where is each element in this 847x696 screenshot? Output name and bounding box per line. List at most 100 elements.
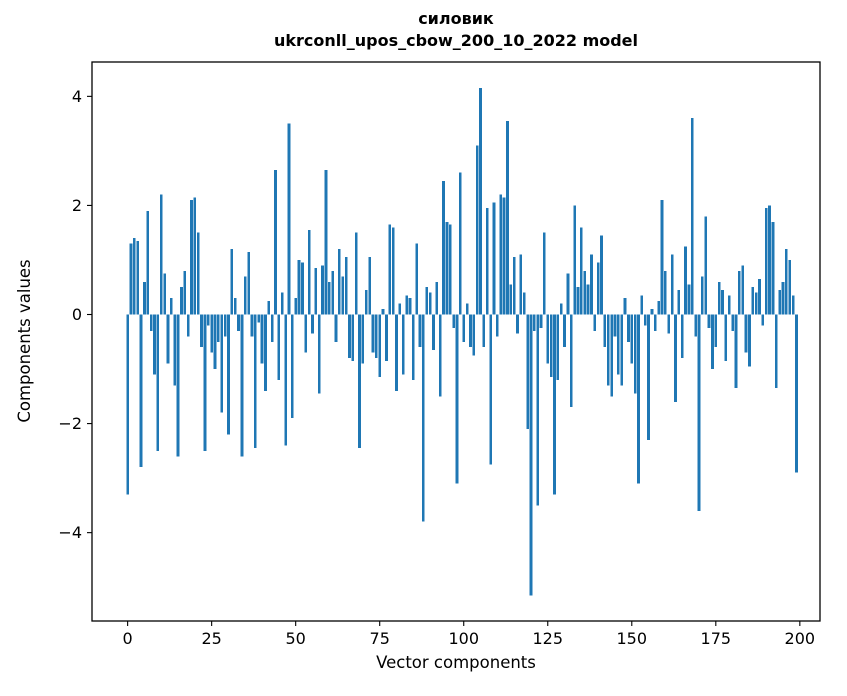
bar [186, 314, 190, 337]
bar [210, 314, 213, 353]
bar [311, 314, 314, 334]
bar [529, 314, 533, 596]
x-tick-label: 150 [617, 629, 648, 648]
bar [354, 232, 358, 315]
bar-series [126, 88, 798, 596]
bar [492, 202, 496, 315]
bar [519, 254, 523, 315]
bar [717, 281, 721, 315]
bar [223, 314, 227, 337]
x-tick-label: 75 [370, 629, 390, 648]
bar [791, 295, 795, 315]
bar [650, 309, 654, 315]
bar [569, 314, 573, 408]
x-tick-label: 175 [701, 629, 732, 648]
bar [549, 314, 553, 378]
bar [270, 314, 274, 342]
bar [388, 224, 392, 315]
bar [785, 249, 788, 315]
bar [714, 314, 718, 348]
bar [264, 314, 267, 391]
bar [768, 205, 771, 315]
bar [576, 287, 580, 315]
bar [680, 314, 684, 359]
bar [485, 208, 489, 315]
bar [637, 314, 640, 484]
bar [405, 295, 408, 315]
bar [657, 300, 661, 315]
bar [415, 243, 419, 315]
bar [459, 172, 462, 315]
bar [627, 314, 630, 342]
bar [385, 314, 388, 361]
bar [418, 314, 422, 348]
bar [257, 314, 261, 323]
bar [795, 314, 798, 473]
bar [593, 314, 597, 331]
bar [159, 194, 163, 315]
x-tick-label: 0 [123, 629, 133, 648]
bar [526, 314, 529, 430]
bar [438, 314, 442, 397]
bar [543, 232, 546, 315]
bar [694, 314, 697, 337]
bar [183, 270, 187, 315]
bar [489, 314, 492, 465]
bar [623, 298, 627, 315]
bar [126, 314, 129, 495]
bar [563, 314, 566, 348]
chart-title: силовик [418, 9, 494, 28]
y-axis-ticks: −4 −2 0 2 4 [58, 87, 92, 542]
bar [230, 249, 234, 315]
bar [583, 270, 587, 315]
bar [590, 254, 593, 315]
bar [250, 314, 254, 337]
bar [670, 254, 674, 315]
bar [149, 314, 153, 331]
bar [280, 292, 284, 315]
bar [180, 287, 183, 315]
bar [697, 314, 701, 511]
axes-frame [91, 61, 821, 622]
bar [237, 314, 240, 331]
bar [553, 314, 556, 495]
x-tick-label: 200 [785, 629, 816, 648]
bar [290, 314, 294, 419]
bar [536, 314, 540, 506]
bar [506, 120, 509, 315]
bar [213, 314, 217, 370]
bar [469, 314, 472, 348]
bar [731, 314, 734, 331]
bar [153, 314, 156, 375]
x-axis-ticks: 0 25 50 75 100 125 150 175 200 [123, 621, 816, 648]
bar [596, 262, 600, 315]
bar [351, 314, 355, 361]
bar [701, 276, 704, 315]
bar [139, 314, 143, 468]
bar [674, 314, 677, 402]
bar [734, 314, 738, 389]
bar [432, 314, 435, 350]
bar [532, 314, 536, 331]
bar [472, 314, 476, 356]
bar [758, 279, 761, 315]
bar [163, 273, 166, 315]
bar [200, 314, 203, 348]
bar [435, 281, 439, 315]
bar [304, 314, 308, 353]
bar [465, 303, 469, 315]
bar [475, 145, 479, 315]
bar [509, 284, 513, 315]
x-tick-label: 25 [201, 629, 221, 648]
bar [193, 197, 197, 315]
bar [707, 314, 711, 329]
bar [600, 235, 603, 315]
bar [146, 210, 150, 315]
bar [462, 314, 466, 342]
bar [788, 259, 792, 315]
bar [411, 314, 415, 380]
bar [317, 314, 321, 394]
bar [378, 314, 382, 378]
bar [176, 314, 180, 457]
bar [401, 314, 405, 375]
